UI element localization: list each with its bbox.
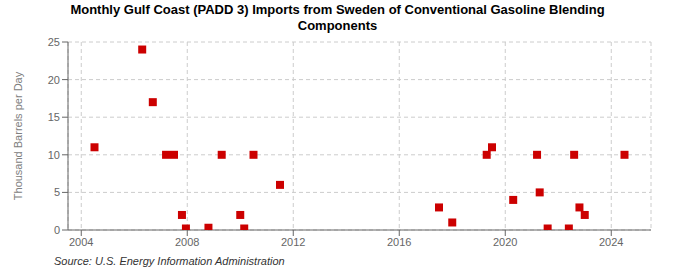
html-text:Monthly Gulf Coast (PADD 3) Im: Monthly Gulf Coast (PADD 3) Imports from… (70, 2, 605, 17)
svg-text:2008: 2008 (175, 236, 199, 248)
svg-text:10: 10 (48, 149, 60, 161)
svg-text:15: 15 (48, 111, 60, 123)
svg-text:Thousand Barrels per Day: Thousand Barrels per Day (12, 71, 24, 200)
html-text:Source: U.S. Energy Informatio: Source: U.S. Energy Information Administ… (54, 255, 285, 267)
svg-text:0: 0 (54, 224, 60, 236)
svg-text:2020: 2020 (493, 236, 517, 248)
svg-text:5: 5 (54, 186, 60, 198)
svg-text:2004: 2004 (69, 236, 93, 248)
svg-text:25: 25 (48, 36, 60, 48)
svg-text:20: 20 (48, 74, 60, 86)
svg-text:2016: 2016 (387, 236, 411, 248)
html-text:Components: Components (297, 18, 378, 33)
svg-text:2024: 2024 (599, 236, 623, 248)
svg-text:2012: 2012 (281, 236, 305, 248)
